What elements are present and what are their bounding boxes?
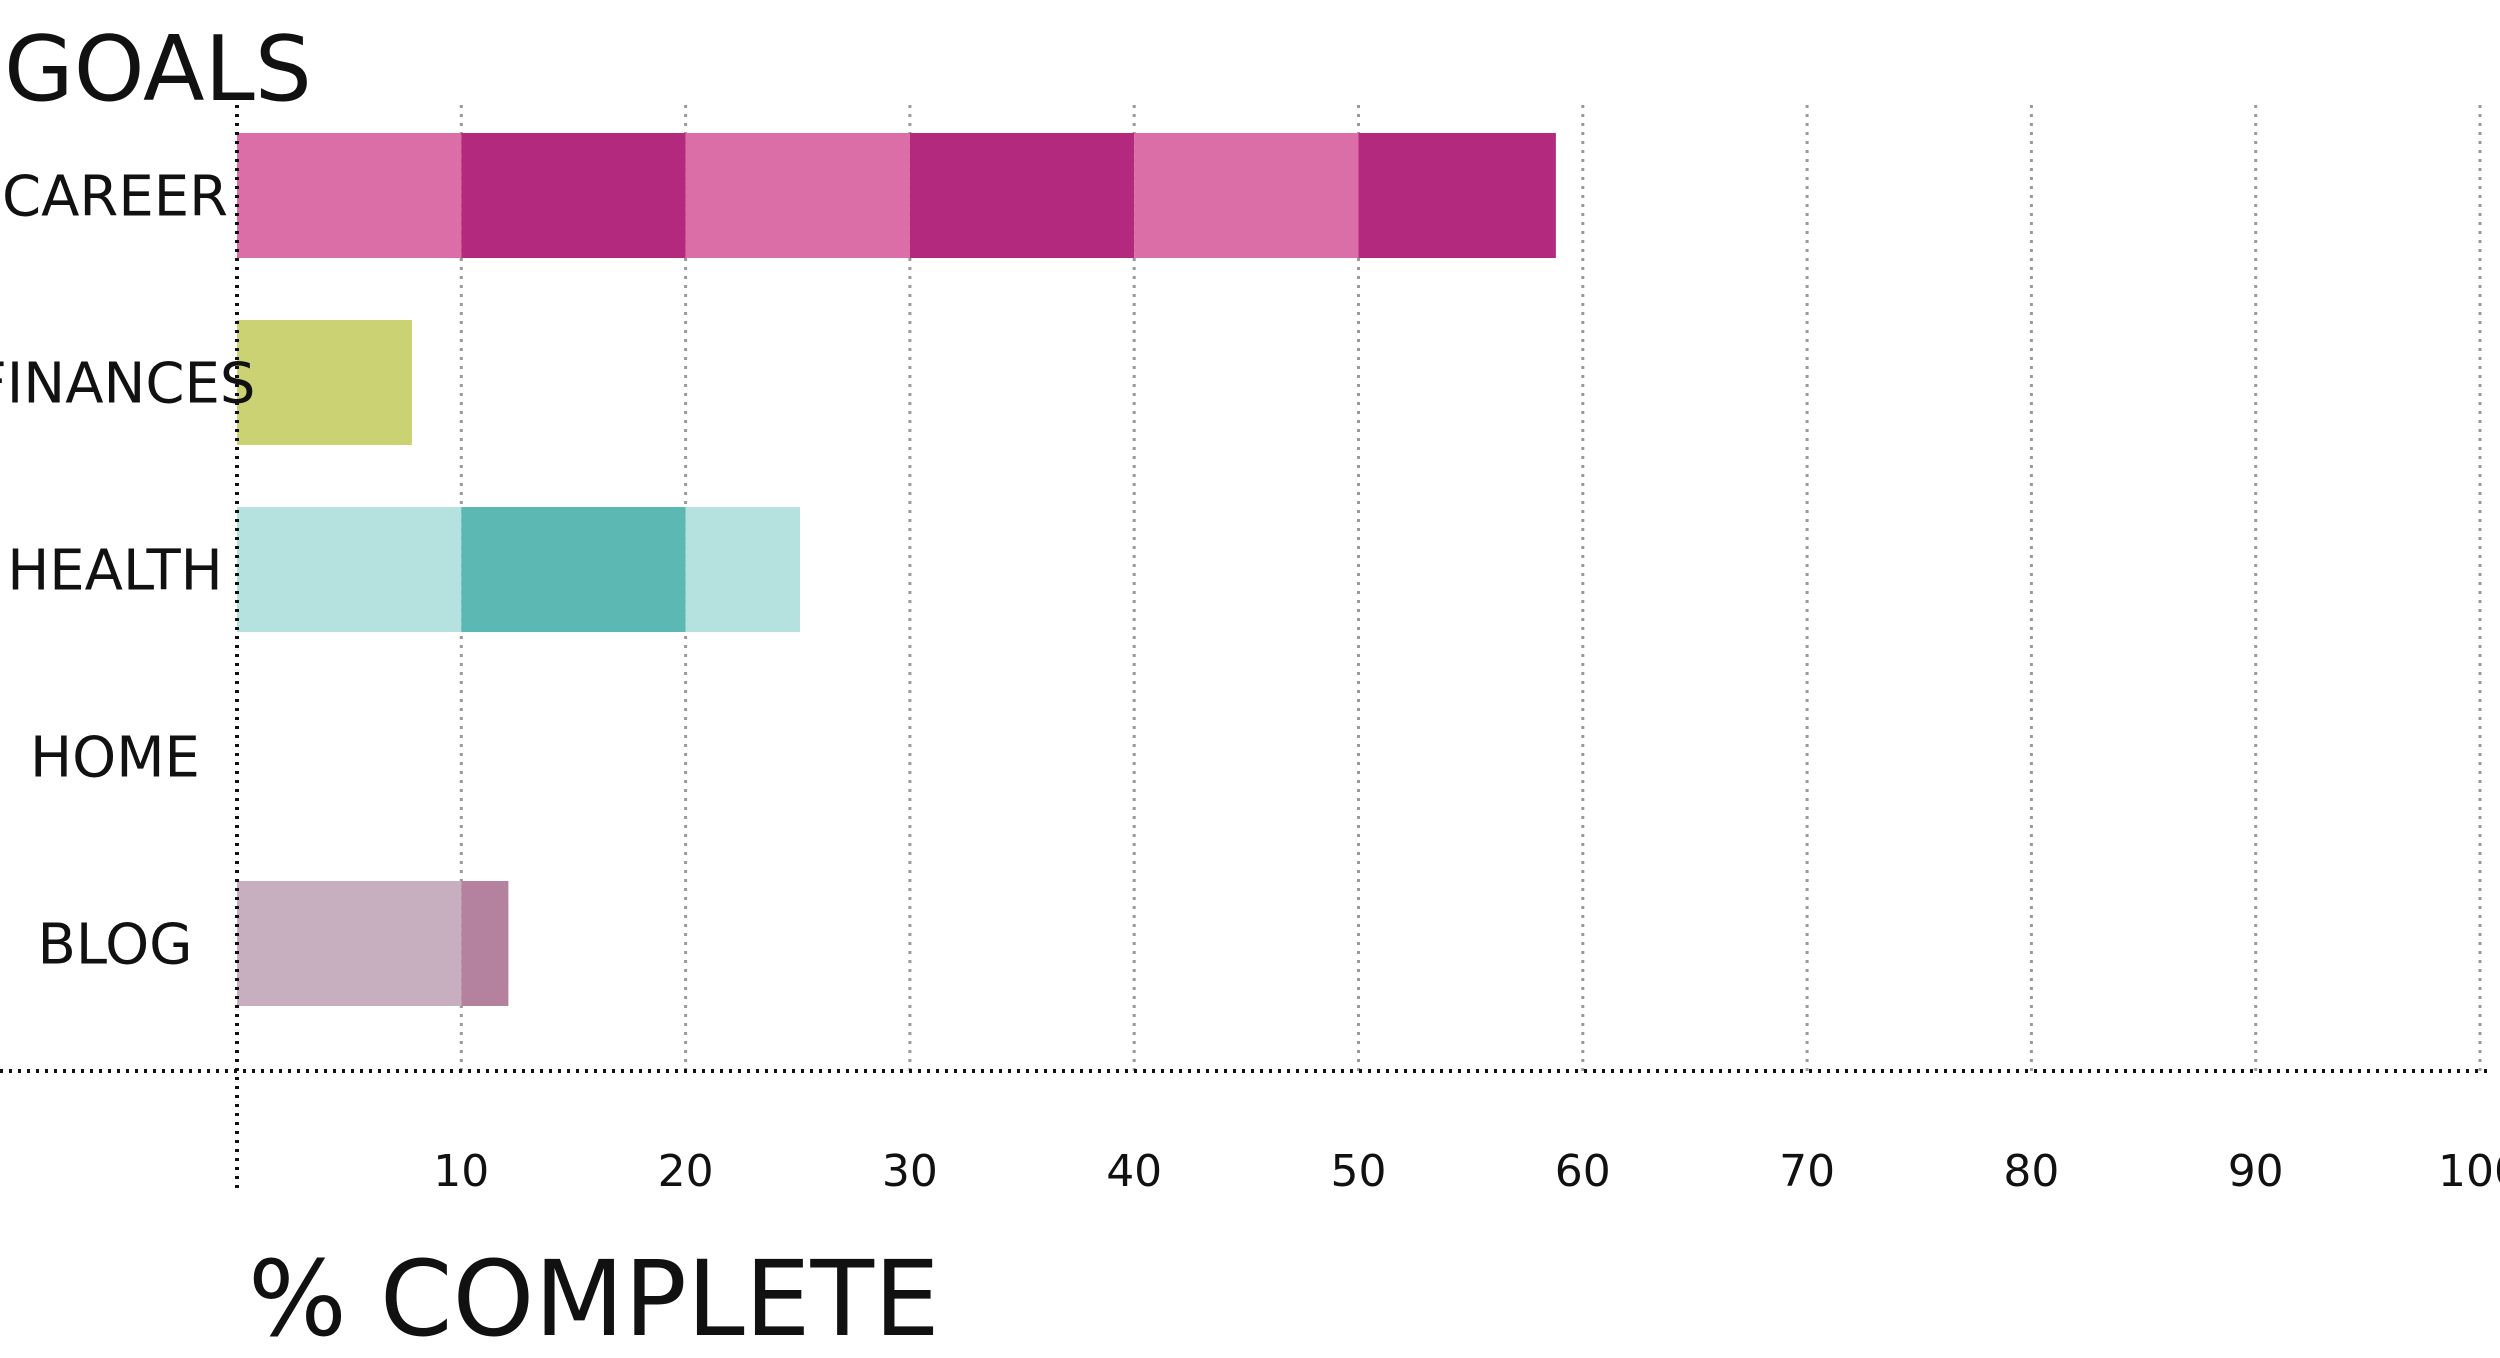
bar-segment xyxy=(909,133,1135,258)
bar-segment xyxy=(461,881,509,1006)
x-tick-label: 90 xyxy=(2228,1146,2284,1197)
bar-segment xyxy=(461,133,686,258)
bar-segment xyxy=(685,133,910,258)
x-tick-labels: 10 20 30 40 50 60 70 80 90 100 xyxy=(433,1146,2500,1197)
category-label: HOME xyxy=(30,726,200,791)
bar-segment xyxy=(237,320,412,445)
bar-segment xyxy=(237,507,462,632)
bar-segment xyxy=(237,881,462,1006)
bar-segment xyxy=(685,507,800,632)
bar-segment xyxy=(1134,133,1359,258)
x-tick-label: 80 xyxy=(2003,1146,2059,1197)
category-labels: CAREER FINANCES HEALTH HOME BLOG xyxy=(0,165,255,978)
category-label: CAREER xyxy=(2,165,228,230)
x-tick-label: 20 xyxy=(658,1146,714,1197)
bar-segment xyxy=(461,507,686,632)
x-tick-label: 70 xyxy=(1779,1146,1835,1197)
bar-segment xyxy=(237,133,462,258)
axes xyxy=(0,105,2490,1190)
bar-segment xyxy=(1358,133,1556,258)
x-axis-label: % COMPLETE xyxy=(248,1238,940,1358)
x-tick-label: 50 xyxy=(1331,1146,1387,1197)
x-tick-label: 30 xyxy=(882,1146,938,1197)
category-label: FINANCES xyxy=(0,352,255,417)
x-tick-label: 60 xyxy=(1555,1146,1611,1197)
category-label: BLOG xyxy=(37,913,192,978)
x-tick-label: 100 xyxy=(2438,1146,2500,1197)
x-tick-label: 10 xyxy=(433,1146,489,1197)
chart-title: GOALS xyxy=(4,17,312,122)
bars xyxy=(237,133,1556,1006)
x-tick-label: 40 xyxy=(1106,1146,1162,1197)
category-label: HEALTH xyxy=(7,539,223,604)
